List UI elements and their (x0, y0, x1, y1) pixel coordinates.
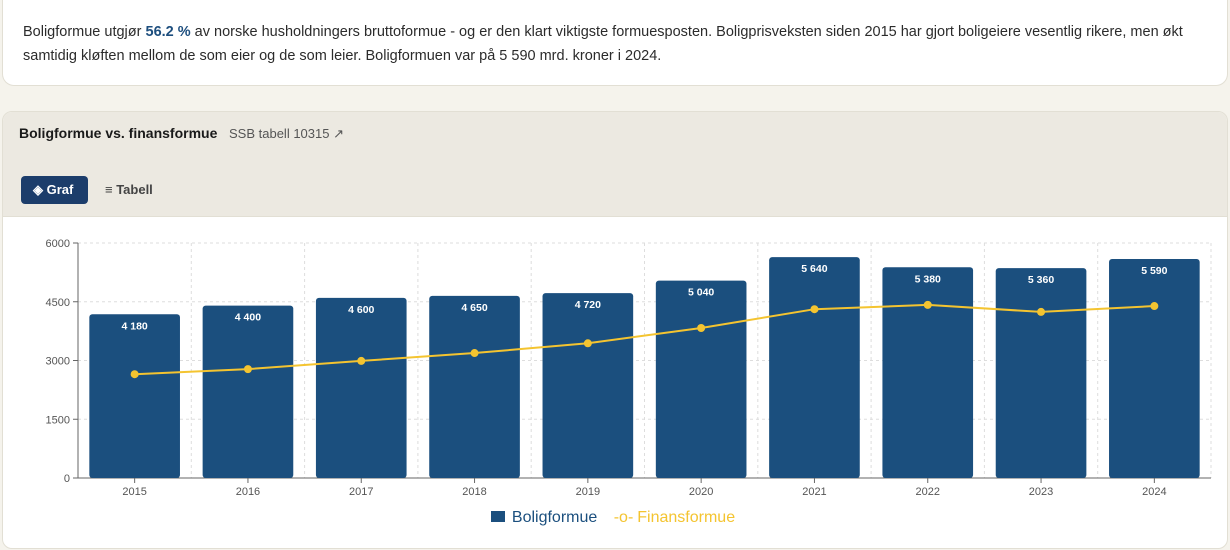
bar-label: 5 360 (1028, 274, 1054, 286)
intro-text: Boligformue utgjør 56.2 % av norske hush… (2, 0, 1228, 86)
chart-card: Boligformue vs. finansformue SSB tabell … (2, 111, 1228, 549)
intro-highlight: 56.2 % (145, 24, 191, 40)
finansformue-line (134, 303, 1155, 376)
y-tick-label: 0 (64, 473, 70, 485)
finansformue-point (470, 349, 479, 358)
bar-label: 4 720 (575, 299, 601, 311)
finansformue-point (810, 305, 819, 314)
finansformue-point (583, 339, 592, 348)
finansformue-point (130, 370, 139, 379)
bar-label: 4 400 (235, 312, 261, 324)
x-tick-label: 2022 (916, 486, 940, 498)
chart-title: Boligformue vs. finansformue (19, 125, 218, 141)
tab-tabell[interactable]: ≡ Tabell (105, 182, 153, 197)
bar-label: 5 640 (801, 263, 827, 275)
x-tick-label: 2020 (689, 486, 713, 498)
x-tick-label: 2016 (236, 486, 260, 498)
legend-boligformue[interactable]: Boligformue (490, 509, 601, 526)
bar-label: 5 040 (688, 287, 714, 299)
finansformue-point (923, 300, 932, 309)
intro-pre: Boligformue utgjør (23, 24, 146, 40)
bar (769, 257, 860, 478)
finansformue-point (357, 356, 366, 365)
y-tick-label: 6000 (46, 238, 70, 250)
source-link[interactable]: SSB tabell 10315 ↗ (229, 126, 344, 141)
bar (202, 305, 294, 478)
bar (1109, 259, 1200, 478)
bar-label: 4 600 (348, 304, 374, 316)
x-tick-label: 2021 (802, 486, 826, 498)
bar (315, 297, 407, 478)
tab-graf[interactable]: ◈ Graf (21, 176, 88, 204)
bar-label: 5 380 (915, 273, 941, 285)
x-tick-label: 2017 (349, 486, 373, 498)
x-tick-label: 2018 (462, 486, 486, 498)
finansformue-point (1150, 302, 1159, 311)
finansformue-point (243, 365, 252, 374)
finansformue-point (697, 323, 706, 332)
bar (655, 280, 747, 478)
y-tick-label: 3000 (46, 356, 70, 368)
x-tick-label: 2024 (1142, 486, 1166, 498)
x-tick-label: 2023 (1029, 486, 1053, 498)
legend-finansformue[interactable]: -o- Finansformue (613, 509, 736, 526)
bar (995, 268, 1087, 478)
bar-label: 4 180 (122, 320, 148, 332)
bar-label: 5 590 (1141, 265, 1167, 277)
y-tick-label: 1500 (46, 414, 70, 426)
bar (89, 314, 180, 478)
x-tick-label: 2015 (122, 486, 146, 498)
legend: Boligformue -o- Finansformue (3, 509, 1227, 527)
bar (429, 295, 520, 478)
finansformue-point (1037, 307, 1046, 316)
bar-label: 4 650 (461, 302, 487, 314)
card-header: Boligformue vs. finansformue SSB tabell … (3, 112, 1227, 217)
x-tick-label: 2019 (576, 486, 600, 498)
bar (542, 293, 634, 478)
chart-svg: 0 1500 3000 4500 6000 4 180 2015 4 400 2016 4 600… (46, 238, 1212, 498)
intro-post: av norske husholdningers bruttoformue - … (23, 24, 1183, 64)
bar (882, 267, 974, 478)
y-tick-label: 4500 (46, 297, 70, 309)
